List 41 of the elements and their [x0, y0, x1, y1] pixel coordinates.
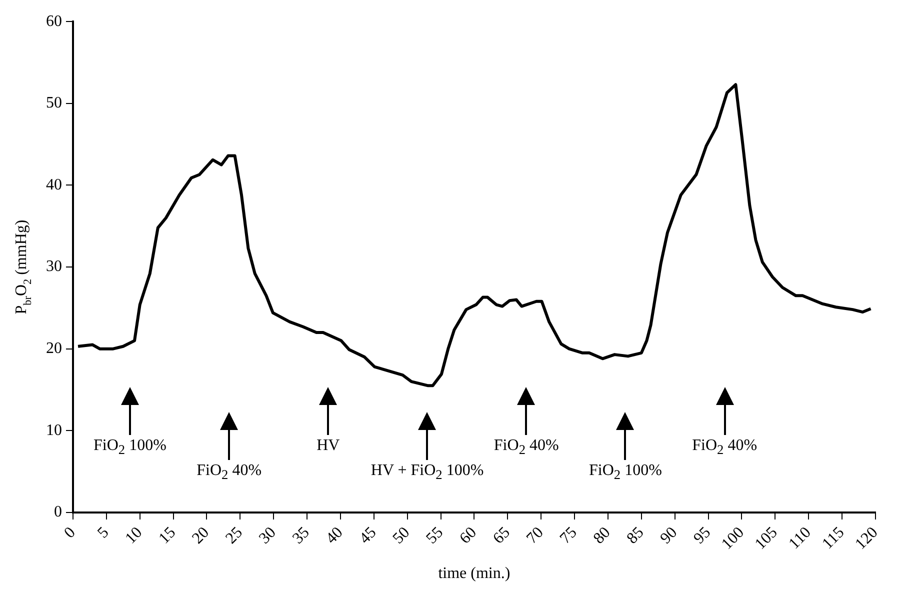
x-tick-label: 45: [356, 524, 380, 548]
x-tick-label: 25: [222, 524, 246, 548]
annotation: FiO$_{2}$ 40%: [691, 437, 758, 458]
x-tick-label: 35: [290, 524, 313, 548]
x-tick-label: 20: [189, 524, 213, 548]
x-tick-label: 70: [524, 524, 547, 548]
x-tick-label: 105: [752, 524, 781, 554]
x-tick-label: 115: [819, 524, 848, 553]
x-tick-label: 40: [322, 524, 346, 548]
x-tick-label: 65: [490, 524, 514, 548]
annotation: FiO$_{2}$ 100%: [588, 462, 663, 484]
x-tick-label: 120: [852, 524, 882, 554]
x-tick-label: 95: [690, 524, 714, 548]
x-tick-label: 50: [390, 524, 414, 548]
y-tick-label: 20: [46, 340, 62, 358]
y-tick-label: 30: [46, 258, 62, 276]
x-tick-label: 10: [122, 524, 146, 548]
x-tick-label: 15: [156, 524, 180, 548]
y-tick-label: 50: [46, 94, 62, 112]
x-tick-label: 60: [456, 524, 480, 548]
y-tick-label: 40: [46, 176, 62, 194]
annotation: FiO$_{2}$ 40%: [492, 437, 560, 458]
x-tick-label: 30: [256, 524, 280, 548]
y-tick-label: 0: [54, 504, 62, 521]
x-tick-label: 0: [61, 524, 79, 542]
x-tick-label: 5: [94, 524, 112, 542]
x-tick-label: 100: [718, 524, 748, 554]
y-tick-label: 60: [46, 12, 62, 30]
x-tick-label: 85: [624, 524, 648, 548]
annotation: HV + FiO$_{2}$ 100%: [370, 462, 485, 484]
x-tick-label: 110: [786, 524, 814, 553]
x-tick-label: 90: [657, 524, 681, 548]
annotation: FiO$_{2}$ 100%: [92, 437, 168, 458]
annotation: HV: [316, 437, 341, 456]
x-tick-label: 55: [423, 524, 447, 548]
x-tick-label: 75: [556, 524, 580, 548]
y-axis-title: PbrO2 (mmHg): [13, 220, 34, 314]
x-tick-label: 80: [590, 524, 614, 548]
y-tick-label: 10: [46, 422, 62, 439]
x-axis-title: time (min.): [438, 565, 510, 582]
annotation: FiO$_{2}$ 40%: [196, 462, 263, 484]
